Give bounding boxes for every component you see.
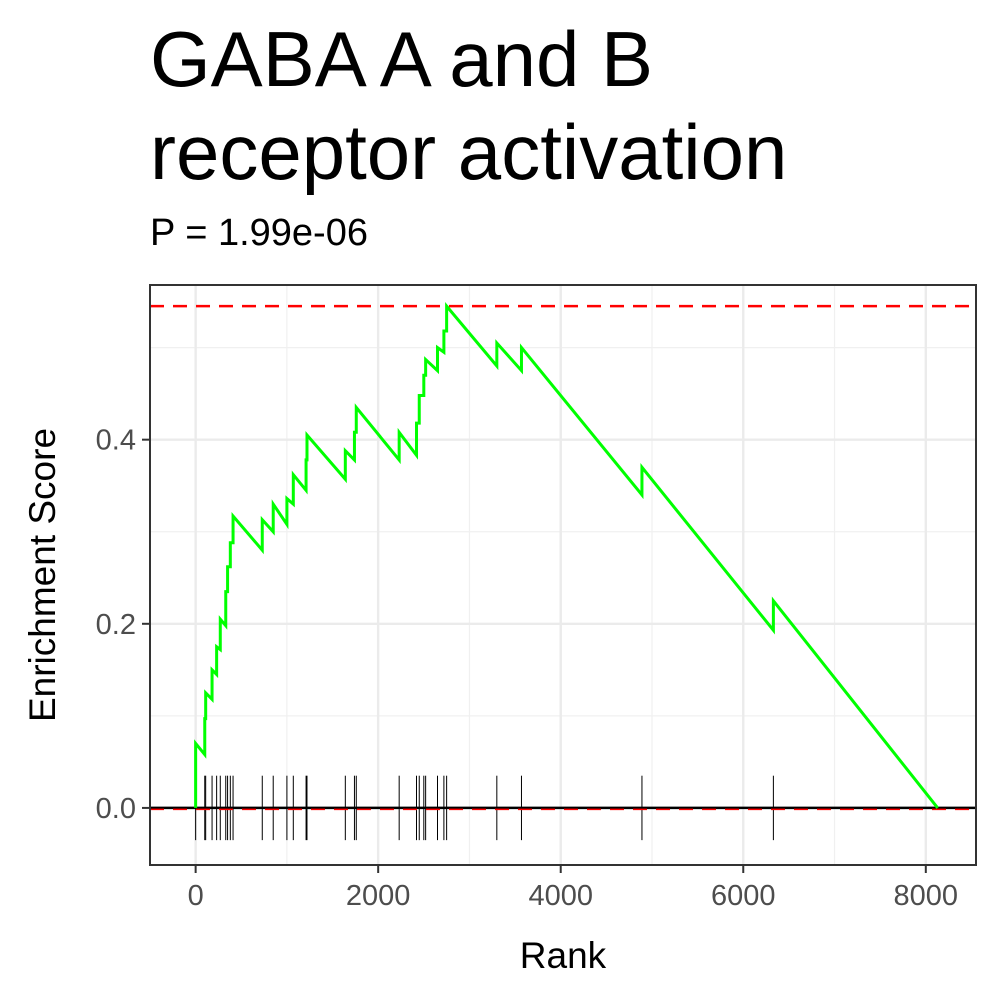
zero-line-group: [150, 806, 976, 811]
chart-title-line-2: receptor activation: [150, 108, 788, 196]
y-tick-label: 0.0: [96, 793, 136, 825]
major-gridlines: [150, 285, 976, 865]
x-axis-title: Rank: [520, 935, 607, 976]
x-tick-label: 0: [188, 880, 204, 912]
panel-border: [149, 284, 977, 866]
x-tick-label: 4000: [528, 880, 593, 912]
x-tick-label: 6000: [711, 880, 776, 912]
x-tick-label: 8000: [894, 880, 959, 912]
y-tick-label: 0.2: [96, 609, 136, 641]
chart-title-line-1: GABA A and B: [150, 15, 654, 103]
x-tick-label: 2000: [346, 880, 411, 912]
es-curve-group: [194, 302, 939, 809]
axis-ticks: [142, 438, 927, 873]
chart-subtitle: P = 1.99e-06: [150, 212, 368, 254]
es-curve-line: [194, 302, 939, 809]
minor-gridlines: [150, 285, 976, 865]
axis-tick-labels: 0 2000 4000 6000 8000 0.0 0.2 0.4: [96, 425, 958, 912]
y-axis-title: Enrichment Score: [22, 428, 63, 722]
y-tick-label: 0.4: [96, 425, 136, 457]
